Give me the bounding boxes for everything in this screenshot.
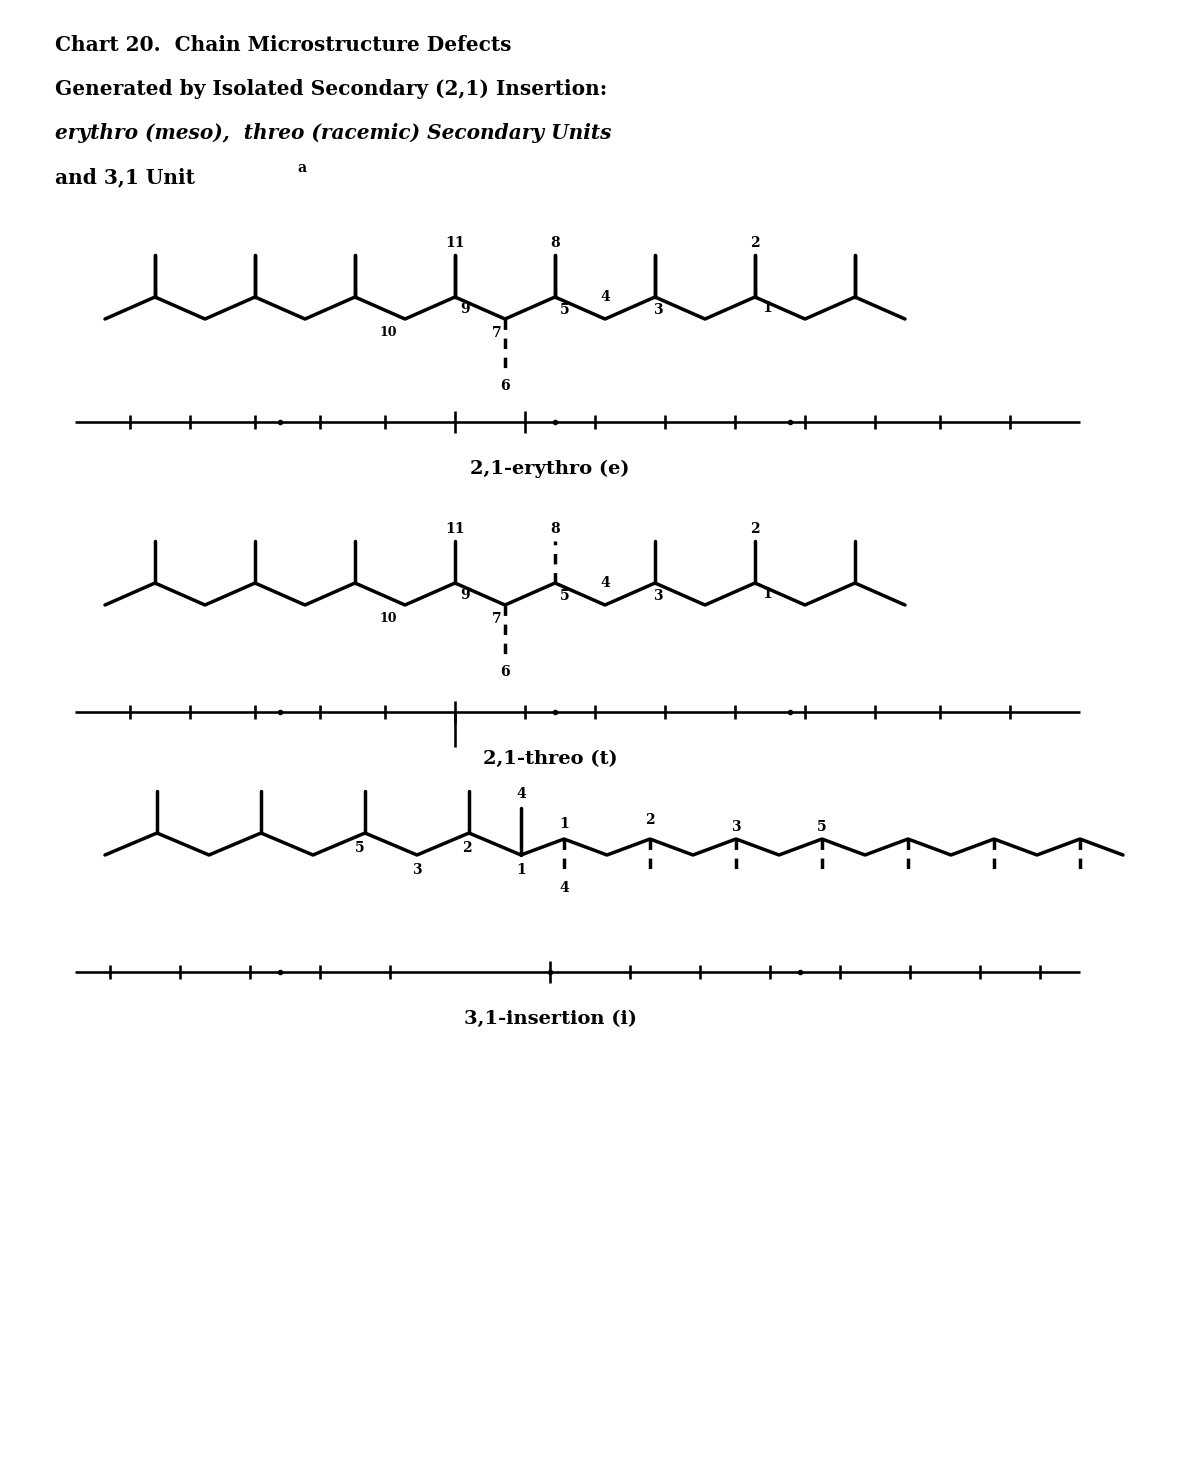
Text: 3: 3 (731, 820, 741, 835)
Text: 7: 7 (493, 612, 502, 626)
Text: 4: 4 (559, 882, 569, 895)
Text: 4: 4 (516, 786, 526, 801)
Text: 2: 2 (646, 813, 655, 827)
Text: 4: 4 (601, 577, 610, 590)
Text: 2,1-threo (t): 2,1-threo (t) (483, 750, 617, 769)
Text: 2,1-erythro (e): 2,1-erythro (e) (470, 459, 630, 478)
Text: 1: 1 (516, 863, 526, 877)
Text: 5: 5 (560, 588, 570, 603)
Text: 6: 6 (500, 378, 509, 393)
Text: Chart 20.  Chain Microstructure Defects: Chart 20. Chain Microstructure Defects (55, 35, 512, 54)
Text: 2: 2 (462, 841, 471, 855)
Text: 9: 9 (461, 588, 470, 601)
Text: 5: 5 (355, 841, 364, 855)
Text: 2: 2 (750, 236, 760, 249)
Text: a: a (297, 161, 306, 175)
Text: 1: 1 (559, 817, 569, 830)
Text: 3: 3 (653, 588, 662, 603)
Text: 3: 3 (412, 863, 421, 877)
Text: 11: 11 (445, 236, 465, 249)
Text: 1: 1 (762, 301, 772, 315)
Text: 1: 1 (762, 587, 772, 601)
Text: 8: 8 (551, 522, 560, 535)
Text: and 3,1 Unit: and 3,1 Unit (55, 167, 195, 186)
Text: 3,1-insertion (i): 3,1-insertion (i) (463, 1009, 636, 1028)
Text: 9: 9 (461, 302, 470, 315)
Text: 11: 11 (445, 522, 465, 535)
Text: 4: 4 (601, 290, 610, 304)
Text: Generated by Isolated Secondary (2,1) Insertion:: Generated by Isolated Secondary (2,1) In… (55, 79, 608, 98)
Text: 8: 8 (551, 236, 560, 249)
Text: 6: 6 (500, 665, 509, 679)
Text: 3: 3 (653, 304, 662, 317)
Text: 10: 10 (380, 612, 396, 625)
Text: 10: 10 (380, 326, 396, 339)
Text: 5: 5 (560, 304, 570, 317)
Text: 5: 5 (817, 820, 827, 835)
Text: 2: 2 (750, 522, 760, 535)
Text: 7: 7 (493, 326, 502, 340)
Text: erythro (meso),  threo (racemic) Secondary Units: erythro (meso), threo (racemic) Secondar… (55, 123, 611, 142)
